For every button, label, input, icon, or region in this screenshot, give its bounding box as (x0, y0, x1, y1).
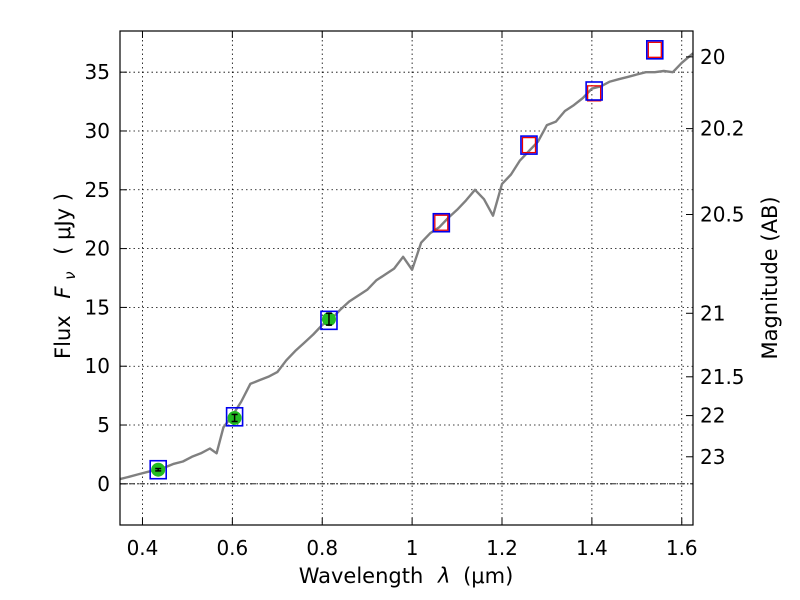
x-tick-label: 1 (406, 536, 419, 560)
model-photometry-marker (432, 212, 451, 233)
x-axis-label-unit: (μm) (463, 564, 513, 588)
y2-tick-label: 21.5 (700, 365, 745, 389)
y2-tick-label: 20 (700, 45, 725, 69)
y-tick-label: 25 (85, 178, 110, 202)
y-tick-label: 15 (85, 295, 110, 319)
y2-axis-label: Magnitude (AB) (758, 196, 782, 359)
y-axis-label-unit: ( μJy ) (51, 193, 75, 255)
model-photometry-marker (225, 406, 244, 427)
x-tick-label: 1.2 (486, 536, 518, 560)
x-tick-label: 0.8 (306, 536, 338, 560)
marker-layer (149, 40, 664, 480)
y2-tick-label: 21 (700, 301, 725, 325)
y2-tick-label: 22 (700, 404, 725, 428)
x-tick-label: 1.4 (576, 536, 608, 560)
x-axis-label: Wavelength λ (μm) (299, 564, 514, 588)
y2-tick-label: 23 (700, 445, 725, 469)
y-axis-label-subscript: ν (61, 271, 79, 279)
model-photometry-marker (520, 135, 538, 155)
y-axis-label: Flux F ν ( μJy ) (51, 193, 80, 359)
x-tick-label: 0.4 (127, 536, 159, 560)
y2-tick-label: 20.5 (700, 202, 745, 226)
y-axis-label-main: Flux (51, 315, 75, 359)
grid (120, 31, 693, 525)
upper-limit-marker (647, 41, 662, 58)
y-tick-label: 30 (85, 119, 110, 143)
y-tick-label: 10 (85, 354, 110, 378)
spectrum-line (119, 52, 694, 481)
model-photometry-marker (320, 310, 338, 331)
model-photometry-marker (149, 459, 167, 480)
y-tick-label: 35 (85, 60, 110, 84)
model-photometry-marker (645, 40, 664, 60)
upper-limit-marker (586, 85, 602, 102)
upper-limit-marker (521, 136, 537, 154)
y-tick-label: 0 (97, 472, 110, 496)
tick-labels: 0.4 0.6 0.8 1 1.2 1.4 1.6 0 5 10 15 20 25 30 35 20 20.2 2… (85, 45, 745, 560)
upper-limit-marker (434, 214, 449, 231)
x-tick-label: 0.6 (216, 536, 248, 560)
y-tick-label: 20 (85, 237, 110, 261)
y-axis-label-symbol: F (51, 286, 75, 299)
x-axis-label-symbol: λ (437, 564, 450, 588)
ticks (120, 31, 693, 525)
x-axis-label-main: Wavelength (299, 564, 424, 588)
model-photometry-marker (585, 81, 603, 101)
x-tick-label: 1.6 (666, 536, 698, 560)
y2-tick-label: 20.2 (700, 117, 745, 141)
plot-frame (119, 30, 694, 526)
y-tick-label: 5 (97, 413, 110, 437)
spectrum-layer (119, 52, 694, 481)
